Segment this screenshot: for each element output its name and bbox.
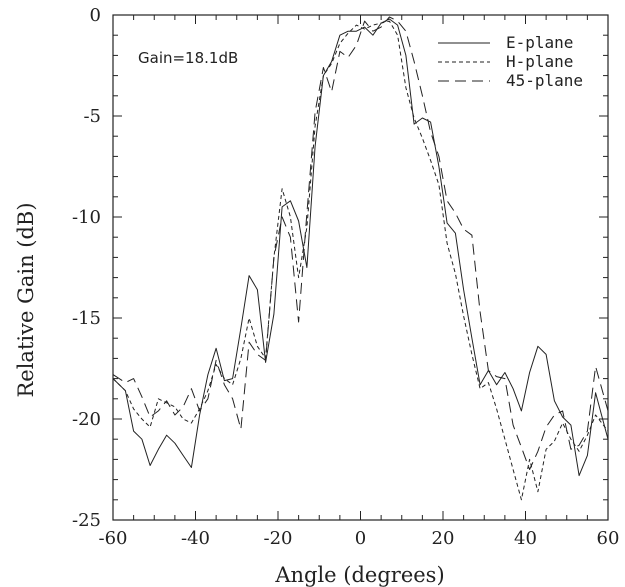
series-lines (112, 16, 609, 501)
series-line-2 (112, 20, 609, 501)
series-line-1 (112, 18, 609, 477)
axes: -60 -40 -20 0 20 40 60 0 -5 -10 -15 -20 -25 (72, 5, 619, 549)
y-tick-label: -15 (72, 308, 101, 329)
x-tick-label: -40 (181, 528, 210, 549)
series-line-3 (112, 16, 609, 470)
legend-label-2: H-plane (506, 52, 573, 71)
plot-frame (112, 14, 609, 521)
y-tick-label: -10 (72, 207, 101, 228)
x-tick-label: 60 (597, 528, 620, 549)
y-tick-label: -5 (83, 106, 101, 127)
x-tick-label: 20 (432, 528, 455, 549)
y-tick-label: -20 (72, 409, 101, 430)
legend-label-1: E-plane (506, 33, 573, 52)
x-tick-label: -60 (99, 528, 128, 549)
x-tick-label: 40 (514, 528, 537, 549)
y-tick-label: 0 (90, 5, 101, 26)
x-axis-label: Angle (degrees) (274, 563, 444, 587)
y-axis-label: Relative Gain (dB) (14, 202, 38, 397)
legend-label-3: 45-plane (506, 71, 583, 90)
x-tick-label: 0 (355, 528, 366, 549)
x-tick-label: -20 (264, 528, 293, 549)
y-tick-label: -25 (72, 510, 101, 531)
gain-annotation: Gain=18.1dB (138, 49, 238, 67)
